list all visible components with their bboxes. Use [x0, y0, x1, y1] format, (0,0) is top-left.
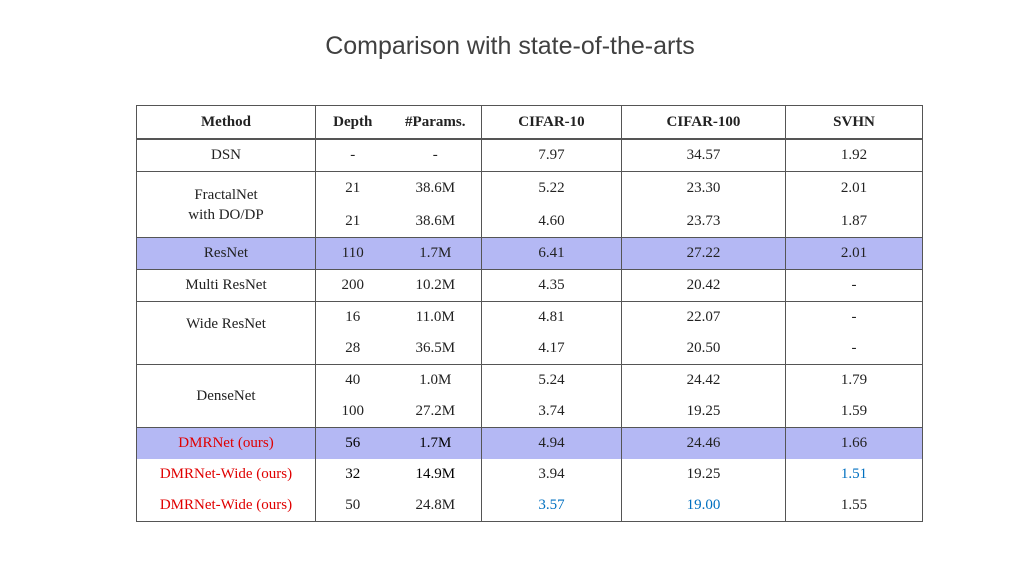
depth-cell: 200: [315, 269, 390, 302]
header-row: Method Depth #Params. CIFAR-10 CIFAR-100…: [136, 105, 923, 140]
method-line: with DO/DP: [188, 206, 264, 223]
cifar10-cell: 4.17: [481, 333, 622, 365]
svhn-cell-best: 1.51: [785, 459, 923, 490]
cifar100-cell: 19.25: [621, 396, 786, 428]
table-row: DMRNet (ours) 56 1.7M 4.94 24.46 1.66: [136, 427, 923, 459]
cifar100-cell: 27.22: [621, 237, 786, 270]
depth-cell: 21: [345, 180, 361, 197]
slide-title: Comparison with state-of-the-arts: [325, 32, 695, 60]
header-cifar10: CIFAR-10: [481, 105, 622, 140]
table-row: DSN - - 7.97 34.57 1.92: [136, 139, 923, 172]
table-row: Multi ResNet 200 10.2M 4.35 20.42 -: [136, 269, 923, 302]
cifar10-cell: 6.41: [481, 237, 622, 270]
method-cell: Multi ResNet: [136, 269, 316, 302]
depth-cell: 40: [345, 372, 361, 388]
depth-cell: 56: [315, 427, 390, 459]
cifar10-cell: 4.60: [481, 205, 622, 238]
params-cell: 10.2M: [389, 269, 482, 302]
cifar100-cell: 23.73: [621, 205, 786, 238]
table-row: 28 36.5M 4.17 20.50 -: [137, 333, 923, 365]
cifar10-cell: 4.94: [481, 427, 622, 459]
comparison-table: Method Depth #Params. CIFAR-10 CIFAR-100…: [136, 105, 923, 522]
svhn-cell: 1.92: [785, 139, 923, 172]
cifar100-cell-best: 19.00: [621, 490, 786, 522]
method-cell: DMRNet (ours): [136, 427, 316, 459]
cifar10-cell: 5.24: [481, 364, 622, 396]
svhn-cell: 2.01: [785, 237, 923, 270]
svhn-cell: 1.55: [785, 490, 923, 522]
cifar10-cell: 4.35: [481, 269, 622, 302]
header-cifar100: CIFAR-100: [621, 105, 786, 140]
depth-cell: 110: [315, 237, 390, 270]
method-cell: DMRNet-Wide (ours): [136, 490, 316, 522]
svhn-cell: 1.87: [785, 205, 923, 238]
params-cell: 38.6M: [389, 205, 482, 238]
cifar10-cell: 3.94: [481, 459, 622, 490]
cifar10-cell: 4.81: [481, 301, 622, 333]
cifar100-cell: 24.46: [621, 427, 786, 459]
header-depth: Depth: [315, 105, 390, 140]
params-cell: 1.7M: [389, 237, 482, 270]
table-row: FractalNet with DO/DP 21 38.6M 5.22 23.3…: [136, 171, 923, 238]
params-cell: 36.5M: [389, 333, 482, 365]
table-row: DenseNet 40 1.0M 5.24 24.42 1.79: [136, 364, 923, 428]
params-cell: 11.0M: [389, 301, 482, 333]
header-method: Method: [136, 105, 316, 140]
depth-cell: -: [315, 139, 390, 172]
table-row: DMRNet-Wide (ours) 50 24.8M 3.57 19.00 1…: [136, 490, 923, 522]
params-cell: 38.6M: [389, 171, 482, 206]
method-cell: ResNet: [136, 237, 316, 270]
table-row: DMRNet-Wide (ours) 32 14.9M 3.94 19.25 1…: [136, 459, 923, 490]
method-cell: Wide ResNet: [136, 301, 316, 365]
params-cell: 24.8M: [389, 490, 482, 522]
svhn-cell: -: [785, 333, 923, 365]
svhn-cell: -: [785, 301, 923, 333]
table-row: 100 27.2M 3.74 19.25 1.59: [137, 396, 923, 428]
cifar10-cell: 7.97: [481, 139, 622, 172]
depth-cell: 16: [345, 309, 361, 325]
method-cell: DenseNet: [136, 364, 316, 428]
cifar100-cell: 24.42: [621, 364, 786, 396]
svhn-cell: 2.01: [785, 171, 923, 206]
params-cell: 1.0M: [389, 364, 482, 396]
cifar10-cell: 5.22: [481, 171, 622, 206]
header-params: #Params.: [389, 105, 482, 140]
table-row: Wide ResNet 16 11.0M 4.81 22.07 -: [136, 301, 923, 365]
method-cell: DSN: [136, 139, 316, 172]
method-line: FractalNet: [194, 186, 258, 203]
svhn-cell: 1.66: [785, 427, 923, 459]
params-cell: 14.9M: [389, 459, 482, 490]
params-cell: 27.2M: [389, 396, 482, 428]
cifar10-cell: 3.74: [481, 396, 622, 428]
svhn-cell: -: [785, 269, 923, 302]
depth-cell: 21: [315, 205, 390, 238]
svhn-cell: 1.59: [785, 396, 923, 428]
depth-cell: 50: [315, 490, 390, 522]
method-cell: FractalNet with DO/DP: [136, 171, 316, 238]
cifar100-cell: 20.42: [621, 269, 786, 302]
method-cell: DMRNet-Wide (ours): [136, 459, 316, 490]
header-svhn: SVHN: [785, 105, 923, 140]
cifar100-cell: 34.57: [621, 139, 786, 172]
cifar100-cell: 19.25: [621, 459, 786, 490]
depth-cell: 28: [315, 333, 390, 365]
params-cell: -: [389, 139, 482, 172]
table-row: ResNet 110 1.7M 6.41 27.22 2.01: [136, 237, 923, 270]
cifar10-cell-best: 3.57: [481, 490, 622, 522]
svhn-cell: 1.79: [785, 364, 923, 396]
table-row: 21 38.6M 4.60 23.73 1.87: [137, 205, 923, 238]
cifar100-cell: 23.30: [621, 171, 786, 206]
depth-cell: 32: [345, 466, 361, 482]
cifar100-cell: 22.07: [621, 301, 786, 333]
cifar100-cell: 20.50: [621, 333, 786, 365]
params-cell: 1.7M: [389, 427, 482, 459]
depth-cell: 100: [315, 396, 390, 428]
